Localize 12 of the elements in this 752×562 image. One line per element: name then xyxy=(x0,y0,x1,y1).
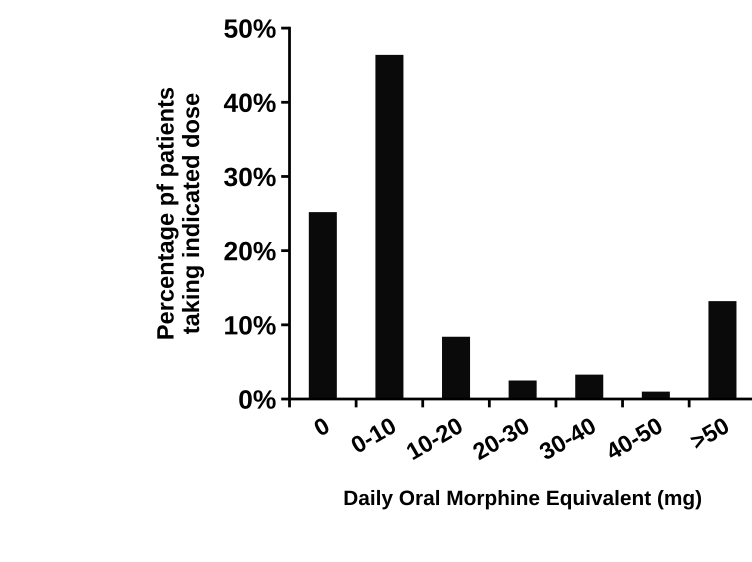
y-tick-label: 40% xyxy=(224,93,276,112)
y-axis-title: Percentage pf patients taking indicated dose xyxy=(156,88,204,339)
y-tick-label: 0% xyxy=(239,390,276,409)
x-tick-label: 0-10 xyxy=(350,416,398,454)
x-tick-label: >50 xyxy=(688,416,730,450)
x-tick-label: 40-50 xyxy=(604,416,664,461)
y-tick-label: 50% xyxy=(224,19,276,38)
x-tick-label: 0 xyxy=(312,416,331,437)
x-axis-title: Daily Oral Morphine Equivalent (mg) xyxy=(344,490,702,510)
y-tick-label: 20% xyxy=(224,242,276,260)
y-tick-label: 30% xyxy=(224,168,276,186)
y-tick-label: 10% xyxy=(225,316,276,335)
